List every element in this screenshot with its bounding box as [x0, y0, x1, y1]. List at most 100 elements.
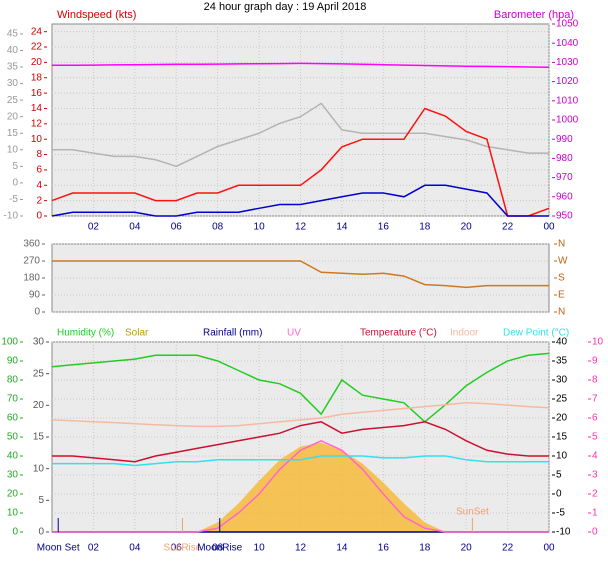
annotation-label: SunRise	[164, 543, 202, 554]
y-tick-label: 22	[31, 42, 43, 53]
annotation-label: SunSet	[456, 507, 489, 518]
y-tick-label: 14	[31, 103, 43, 114]
y-tick-label: 0	[34, 307, 40, 318]
y2-tick-label: W	[558, 256, 568, 267]
y-tick-label: 90	[7, 356, 19, 367]
y-tick-label: 20	[7, 489, 19, 500]
y-tick-label: 180	[23, 273, 40, 284]
x-tick-label: 02	[88, 543, 100, 554]
x-tick-label: 18	[419, 222, 431, 233]
y-tick-label: 60	[7, 413, 19, 424]
series-line	[51, 184, 549, 217]
y2-tick-label: 980	[556, 153, 573, 164]
annotation-label: MoonRise	[197, 543, 242, 554]
y4-tick-label: 8	[592, 375, 598, 386]
x-tick-label: 00	[543, 222, 555, 233]
legend-entry: Humidity (%)	[57, 328, 114, 339]
series-line	[52, 102, 549, 168]
y2-tick-label: N	[558, 307, 565, 318]
legend-entry: UV	[287, 328, 301, 339]
y-tick-label: 0	[12, 527, 18, 538]
y2-tick-label: 30	[556, 375, 568, 386]
series-line	[52, 260, 549, 289]
y3-tick-label: 25	[33, 368, 45, 379]
y-tick-label: 18	[31, 72, 43, 83]
y3-tick-label: 10	[7, 144, 19, 155]
y3-tick-label: 20	[33, 400, 45, 411]
y4-tick-label: 7	[592, 394, 598, 405]
y3-tick-label: 5	[12, 161, 18, 172]
y4-tick-label: 0	[592, 527, 598, 538]
series-area	[52, 442, 549, 532]
series-line	[52, 62, 550, 68]
y-tick-label: 2	[36, 195, 42, 206]
y2-tick-label: S	[558, 273, 565, 284]
x-tick-label: 12	[295, 222, 307, 233]
legend-entry: Dew Point (°C)	[503, 328, 569, 339]
y2-tick-label: 1030	[556, 57, 579, 68]
y-tick-label: 6	[36, 165, 42, 176]
legend-entry: Temperature (°C)	[360, 328, 437, 339]
x-tick-label: 08	[212, 543, 224, 554]
y2-tick-label: 1000	[556, 115, 579, 126]
x-tick-label: 10	[254, 543, 266, 554]
y2-tick-label: 990	[556, 134, 573, 145]
y4-tick-label: 6	[592, 413, 598, 424]
y2-tick-label: 5	[556, 470, 562, 481]
x-tick-label: 18	[419, 543, 431, 554]
y-tick-label: 0	[36, 211, 42, 222]
y2-tick-label: E	[558, 290, 565, 301]
x-tick-label: 04	[129, 222, 141, 233]
y2-tick-label: -5	[556, 508, 565, 519]
y3-tick-label: 40	[7, 45, 19, 56]
y3-tick-label: 35	[7, 62, 19, 73]
annotation-label: Moon Set	[37, 543, 80, 554]
x-tick-label: 10	[254, 222, 266, 233]
y2-tick-label: 1020	[556, 76, 579, 87]
y2-tick-label: 15	[556, 432, 568, 443]
y3-tick-label: 30	[33, 337, 45, 348]
x-tick-label: 14	[336, 222, 348, 233]
x-tick-label: 16	[378, 543, 390, 554]
y3-tick-label: 10	[33, 463, 45, 474]
y-tick-label: 100	[1, 337, 18, 348]
legend-entry: Solar	[125, 328, 149, 339]
x-tick-label: 22	[502, 543, 514, 554]
y-axis-label: Windspeed (kts)	[57, 9, 136, 21]
y2-tick-label: 1040	[556, 38, 579, 49]
y2-tick-label: 35	[556, 356, 568, 367]
x-tick-label: 02	[88, 222, 100, 233]
x-tick-label: 00	[543, 543, 555, 554]
y3-tick-label: 15	[33, 432, 45, 443]
y3-tick-label: 25	[7, 95, 19, 106]
y-tick-label: 10	[7, 508, 19, 519]
y2-tick-label: N	[558, 239, 565, 250]
y3-tick-label: 30	[7, 78, 19, 89]
y-tick-label: 30	[7, 470, 19, 481]
y-tick-label: 50	[7, 432, 19, 443]
y2-tick-label: 960	[556, 191, 573, 202]
y-tick-label: 90	[29, 290, 41, 301]
y-tick-label: 270	[23, 256, 40, 267]
y2-tick-label: 970	[556, 172, 573, 183]
y4-tick-label: 4	[592, 451, 598, 462]
y-tick-label: 10	[31, 134, 43, 145]
y4-tick-label: 5	[592, 432, 598, 443]
x-tick-label: 06	[171, 543, 183, 554]
y3-tick-label: 15	[7, 128, 19, 139]
y-tick-label: 20	[31, 57, 43, 68]
x-tick-label: 22	[502, 222, 514, 233]
page-title: 24 hour graph day : 19 April 2018	[204, 1, 367, 13]
series-line	[52, 421, 549, 463]
x-tick-label: 20	[461, 543, 473, 554]
series-line	[52, 455, 549, 467]
series-line	[51, 402, 550, 428]
plot-area	[51, 243, 550, 313]
y2-tick-label: 1010	[556, 95, 579, 106]
y3-tick-label: 20	[7, 111, 19, 122]
x-tick-label: 16	[378, 222, 390, 233]
y2-tick-label: 25	[556, 394, 568, 405]
y-tick-label: 12	[31, 118, 43, 129]
y3-tick-label: 5	[38, 495, 44, 506]
